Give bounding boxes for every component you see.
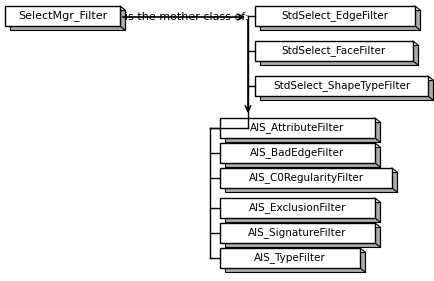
Bar bbox=[254, 6, 414, 26]
Polygon shape bbox=[224, 252, 364, 272]
Text: AIS_AttributeFilter: AIS_AttributeFilter bbox=[250, 123, 344, 133]
Text: AIS_BadEdgeFilter: AIS_BadEdgeFilter bbox=[250, 148, 344, 158]
Bar bbox=[220, 223, 374, 243]
Text: StdSelect_FaceFilter: StdSelect_FaceFilter bbox=[281, 46, 385, 56]
Bar bbox=[220, 118, 374, 138]
Text: AIS_C0RegularityFilter: AIS_C0RegularityFilter bbox=[248, 173, 363, 183]
Polygon shape bbox=[260, 80, 432, 100]
Text: SelectMgr_Filter: SelectMgr_Filter bbox=[18, 11, 107, 21]
Polygon shape bbox=[260, 45, 417, 65]
Bar bbox=[220, 198, 374, 218]
Polygon shape bbox=[260, 10, 419, 30]
Polygon shape bbox=[224, 122, 379, 142]
Text: is the mother class of:: is the mother class of: bbox=[125, 12, 248, 22]
Bar bbox=[220, 248, 359, 268]
Bar bbox=[254, 41, 412, 61]
Text: AIS_SignatureFilter: AIS_SignatureFilter bbox=[248, 228, 346, 239]
Text: AIS_ExclusionFilter: AIS_ExclusionFilter bbox=[248, 203, 345, 214]
Polygon shape bbox=[224, 147, 379, 167]
Polygon shape bbox=[10, 10, 125, 30]
Polygon shape bbox=[224, 227, 379, 247]
Text: StdSelect_ShapeTypeFilter: StdSelect_ShapeTypeFilter bbox=[272, 81, 409, 91]
Bar bbox=[220, 143, 374, 163]
Polygon shape bbox=[224, 202, 379, 222]
Bar bbox=[5, 6, 120, 26]
Text: StdSelect_EdgeFilter: StdSelect_EdgeFilter bbox=[281, 11, 388, 21]
Polygon shape bbox=[224, 172, 396, 192]
Text: AIS_TypeFilter: AIS_TypeFilter bbox=[253, 253, 325, 264]
Bar bbox=[220, 168, 391, 188]
Bar bbox=[254, 76, 427, 96]
